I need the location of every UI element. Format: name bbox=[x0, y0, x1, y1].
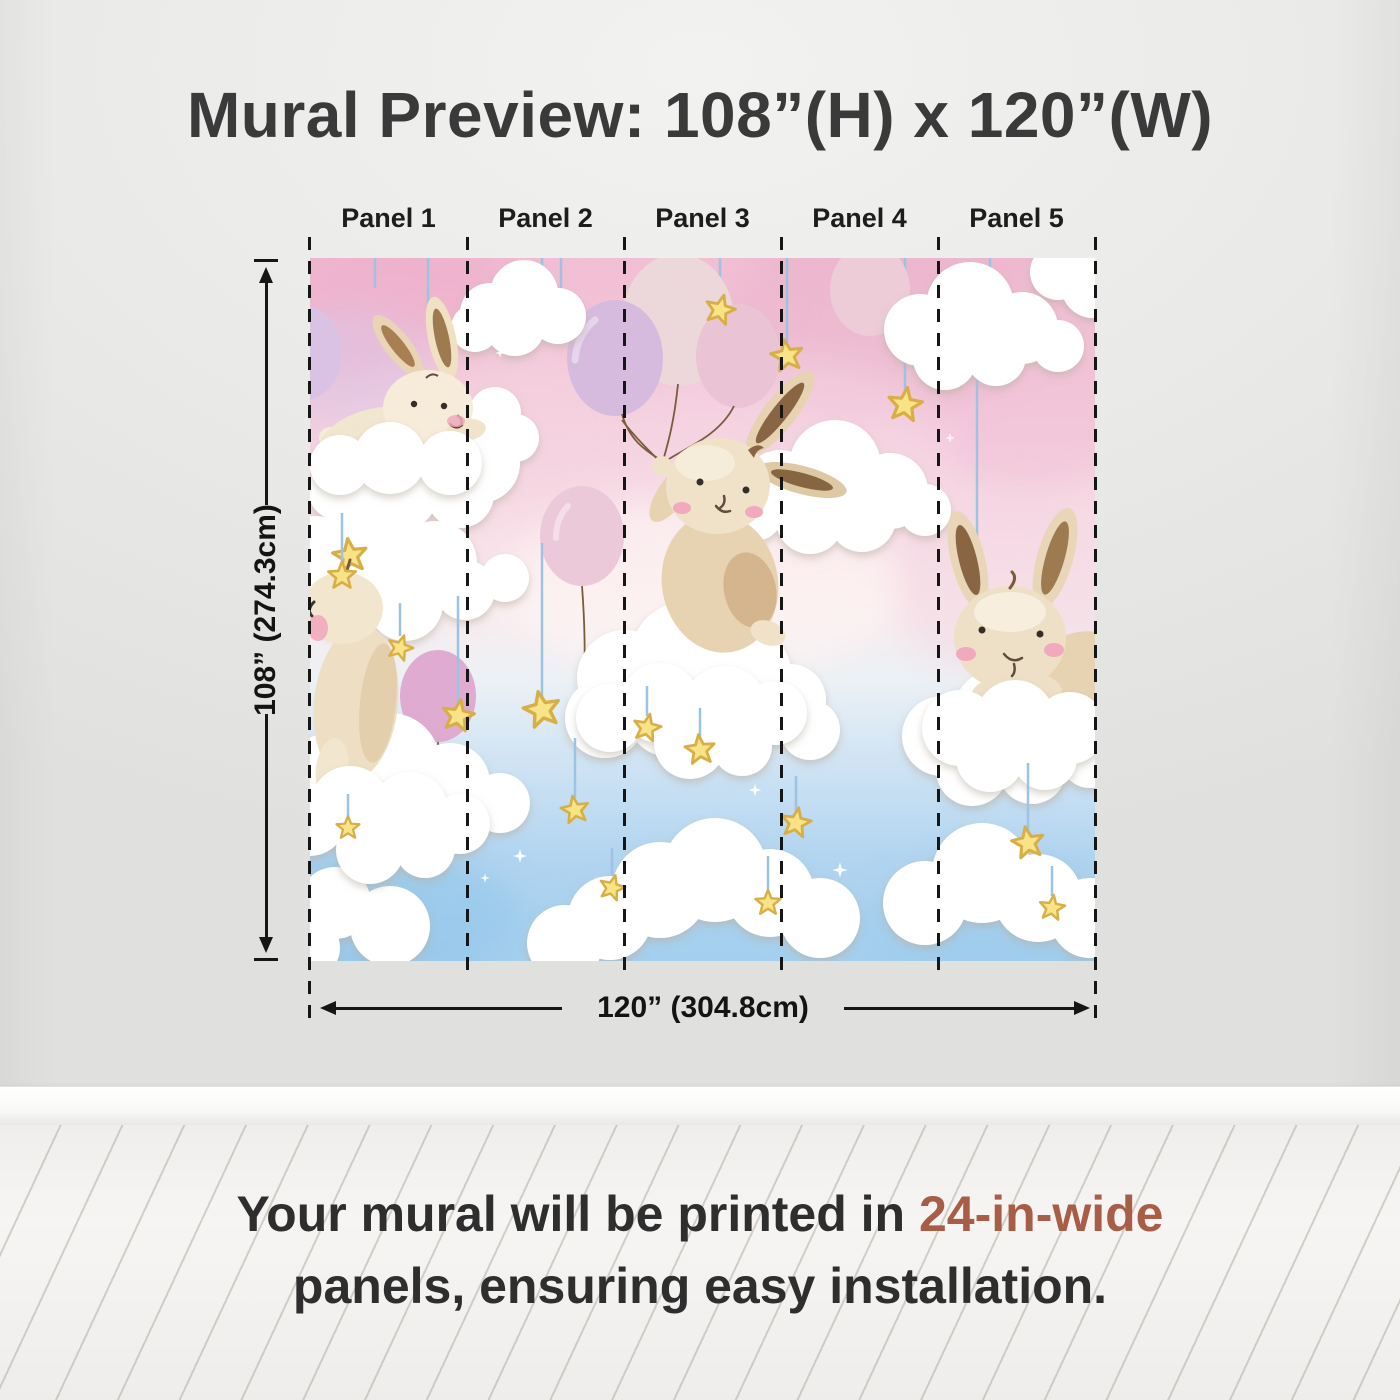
bunny-standing bbox=[310, 534, 399, 802]
width-dim-label: 120” (304.8cm) bbox=[597, 991, 809, 1024]
width-dim-line-left bbox=[336, 1006, 562, 1010]
caption-prefix: Your mural will be printed in bbox=[236, 1186, 919, 1242]
panel-4-label: Panel 4 bbox=[812, 203, 907, 233]
width-dim-arrow-right bbox=[1074, 1001, 1090, 1015]
wood-floor bbox=[0, 1125, 1400, 1400]
balloons bbox=[310, 258, 910, 815]
caption-line-1: Your mural will be printed in 24-in-wide bbox=[0, 1178, 1400, 1250]
panel-1-label: Panel 1 bbox=[341, 203, 436, 233]
panel-2-label: Panel 2 bbox=[498, 203, 593, 233]
panel-cut-line-1 bbox=[465, 237, 469, 976]
height-dim-line-upper bbox=[264, 282, 268, 505]
balloon-pink bbox=[696, 304, 780, 408]
balloon-lavender bbox=[567, 300, 663, 416]
caption-line-2: panels, ensuring easy installation. bbox=[292, 1258, 1108, 1314]
baseboard bbox=[0, 1086, 1400, 1125]
panel-cut-line-4 bbox=[936, 237, 940, 976]
panel-cut-line-5 bbox=[1093, 237, 1097, 1019]
wall-background: Mural Preview: 108”(H) x 120”(W) Panel 1… bbox=[0, 0, 1400, 1086]
height-dim-cap-top bbox=[254, 259, 278, 262]
panel-3-label: Panel 3 bbox=[655, 203, 750, 233]
panel-labels-row: Panel 1 Panel 2 Panel 3 Panel 4 Panel 5 bbox=[310, 203, 1095, 234]
mural-artwork bbox=[310, 258, 1095, 961]
height-dim-line-lower bbox=[264, 714, 268, 938]
mural-image bbox=[310, 258, 1095, 961]
panel-cut-line-3 bbox=[779, 237, 783, 976]
panel-cut-line-2 bbox=[622, 237, 626, 976]
height-dim-arrow-down bbox=[259, 937, 273, 953]
balloon-panel2 bbox=[540, 486, 624, 586]
height-dim-arrow-up bbox=[259, 267, 273, 283]
caption-highlight: 24-in-wide bbox=[919, 1186, 1164, 1242]
stars-lower bbox=[327, 513, 1068, 922]
panel-5-label: Panel 5 bbox=[969, 203, 1064, 233]
panel-cut-line-0 bbox=[307, 237, 311, 1019]
caption: Your mural will be printed in 24-in-wide… bbox=[0, 1178, 1400, 1322]
height-dim-cap-bottom bbox=[254, 958, 278, 961]
page-title: Mural Preview: 108”(H) x 120”(W) bbox=[186, 79, 1214, 151]
width-dim-arrow-left bbox=[320, 1001, 336, 1015]
width-dim-line-right bbox=[844, 1006, 1074, 1010]
